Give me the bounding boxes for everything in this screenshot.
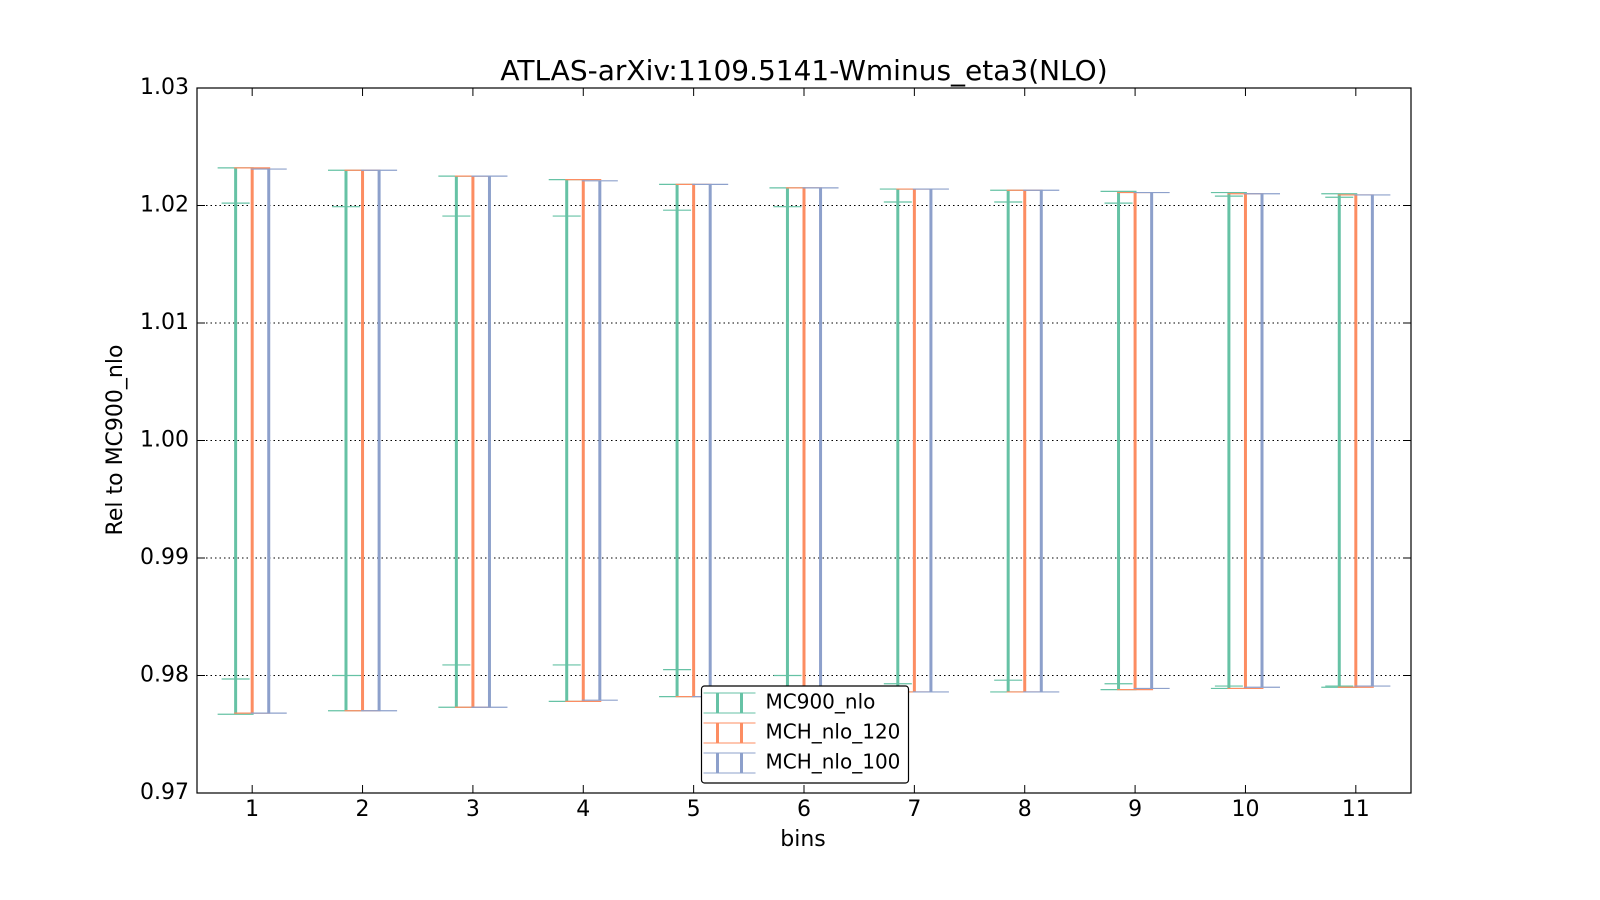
y-tick-label: 0.97 [140,780,189,805]
x-tick-label: 6 [797,797,811,822]
x-tick-label: 7 [907,797,921,822]
x-tick-label: 3 [466,797,480,822]
legend-box [700,685,910,784]
y-tick-label: 1.01 [140,310,189,335]
legend-label: MCH_nlo_100 [766,750,901,774]
x-tick-label: 9 [1128,797,1142,822]
y-tick-label: 0.99 [140,545,189,570]
y-axis-label: Rel to MC900_nlo [103,345,128,536]
legend-label: MCH_nlo_120 [766,720,901,744]
plot-frame [196,87,1412,794]
x-tick-label: 11 [1342,797,1370,822]
x-tick-label: 2 [356,797,370,822]
legend-label: MC900_nlo [766,690,876,714]
x-tick-label: 5 [687,797,701,822]
chart-title: ATLAS-arXiv:1109.5141-Wminus_eta3(NLO) [500,54,1107,87]
legend: MC900_nlo MCH_nlo_120 MCH_nlo_100 [700,685,910,784]
x-tick-label: 1 [245,797,259,822]
y-tick-label: 1.03 [140,75,189,100]
x-tick-label: 10 [1231,797,1259,822]
y-tick-label: 1.00 [140,428,189,453]
x-tick-label: 4 [576,797,590,822]
x-tick-label: 8 [1018,797,1032,822]
x-axis-label: bins [780,827,825,852]
y-tick-label: 1.02 [140,193,189,218]
y-tick-label: 0.98 [140,663,189,688]
